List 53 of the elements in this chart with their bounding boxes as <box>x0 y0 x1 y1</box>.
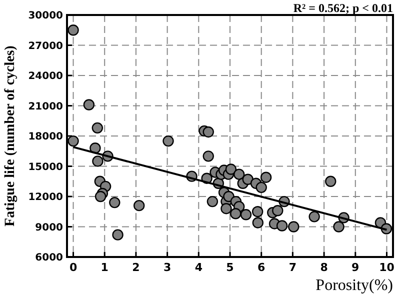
y-tick-label: 30000 <box>28 10 64 22</box>
x-tick-label: 8 <box>320 261 328 274</box>
x-tick-label: 7 <box>288 261 297 274</box>
point <box>333 221 344 232</box>
x-tick-label: 6 <box>258 261 266 274</box>
y-tick-label: 18000 <box>28 132 64 142</box>
x-tick-label: 2 <box>132 261 140 274</box>
x-tick-label: 9 <box>352 261 360 274</box>
point <box>68 135 79 147</box>
point <box>90 142 101 154</box>
point <box>162 135 174 147</box>
point <box>223 190 234 202</box>
y-axis-title: Fatigue life (number of cycles) <box>3 45 18 226</box>
y-tick-label: 6000 <box>35 252 64 264</box>
y-tick-label: 24000 <box>28 71 64 82</box>
y-tick-label: 9000 <box>35 222 64 234</box>
x-tick-label: 0 <box>69 261 78 274</box>
point <box>276 220 288 232</box>
x-tick-label: 1 <box>100 261 108 274</box>
x-tick-label: 5 <box>226 261 234 274</box>
x-tick-label: 3 <box>163 261 172 274</box>
y-tick-label: 12000 <box>28 192 64 203</box>
point <box>252 206 264 218</box>
point <box>308 211 320 222</box>
point <box>230 208 242 220</box>
point <box>325 176 336 187</box>
point <box>133 200 145 212</box>
point <box>68 24 79 36</box>
point <box>83 99 95 110</box>
point <box>220 203 232 214</box>
y-tick-label: 21000 <box>28 101 64 112</box>
y-tick-label: 15000 <box>28 162 64 173</box>
point <box>288 221 300 232</box>
x-tick-label: 4 <box>194 261 203 274</box>
point <box>206 196 218 208</box>
y-tick-label: 27000 <box>28 40 64 52</box>
point <box>94 190 106 202</box>
point <box>92 156 104 167</box>
point <box>202 150 214 162</box>
point <box>240 209 252 220</box>
point <box>256 182 267 194</box>
point <box>233 168 245 180</box>
point <box>109 196 120 208</box>
x-axis-title: Porosity(%) <box>316 277 393 294</box>
point <box>252 217 264 228</box>
x-tick-label: 10 <box>379 261 395 274</box>
point <box>202 126 214 138</box>
point <box>225 164 237 175</box>
point <box>92 122 104 134</box>
point <box>242 174 254 185</box>
point <box>260 172 272 183</box>
point <box>112 229 124 240</box>
point <box>272 205 284 216</box>
